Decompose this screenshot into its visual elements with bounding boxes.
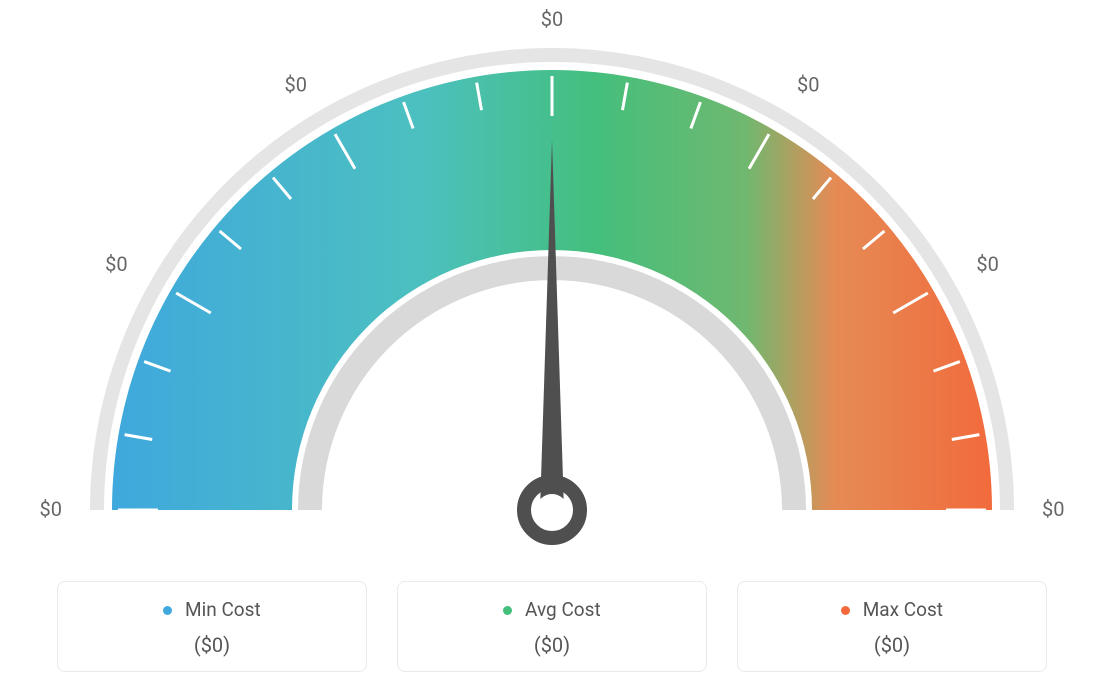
svg-text:$0: $0 bbox=[1042, 497, 1064, 521]
legend-label-avg-text: Avg Cost bbox=[525, 598, 601, 621]
legend-label-min: Min Cost bbox=[58, 598, 366, 621]
svg-text:$0: $0 bbox=[541, 7, 563, 31]
legend-dot-avg bbox=[503, 606, 512, 615]
legend-label-avg: Avg Cost bbox=[398, 598, 706, 621]
gauge-chart: $0 $0 $0 $0 $0 $0 $0 bbox=[0, 0, 1104, 560]
legend-value-max: ($0) bbox=[738, 633, 1046, 657]
svg-text:$0: $0 bbox=[285, 73, 307, 97]
legend-dot-min bbox=[163, 606, 172, 615]
legend-dot-max bbox=[841, 606, 850, 615]
svg-text:$0: $0 bbox=[105, 252, 127, 276]
gauge-container: $0 $0 $0 $0 $0 $0 $0 bbox=[0, 0, 1104, 560]
legend-card-max: Max Cost ($0) bbox=[737, 581, 1047, 672]
legend-value-min: ($0) bbox=[58, 633, 366, 657]
svg-text:$0: $0 bbox=[976, 252, 998, 276]
legend-card-min: Min Cost ($0) bbox=[57, 581, 367, 672]
svg-text:$0: $0 bbox=[40, 497, 62, 521]
legend-row: Min Cost ($0) Avg Cost ($0) Max Cost ($0… bbox=[0, 581, 1104, 672]
svg-text:$0: $0 bbox=[797, 73, 819, 97]
legend-label-max-text: Max Cost bbox=[863, 598, 943, 621]
legend-label-min-text: Min Cost bbox=[185, 598, 261, 621]
legend-value-avg: ($0) bbox=[398, 633, 706, 657]
legend-label-max: Max Cost bbox=[738, 598, 1046, 621]
legend-card-avg: Avg Cost ($0) bbox=[397, 581, 707, 672]
